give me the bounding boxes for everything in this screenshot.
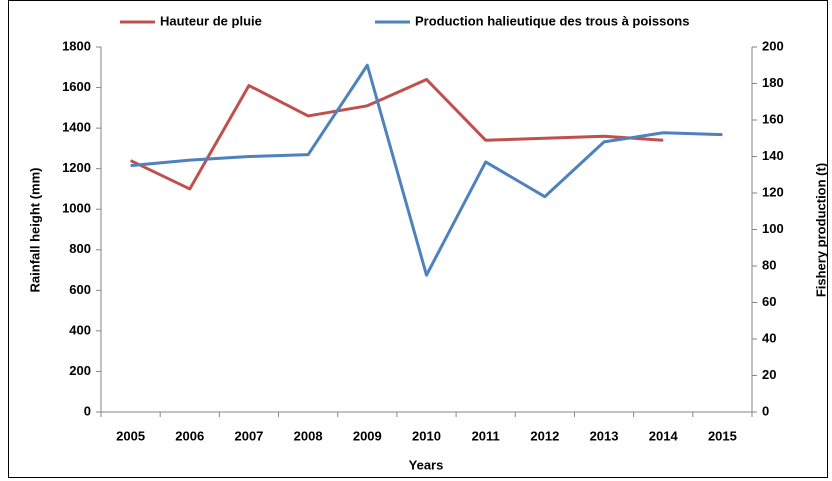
y2-tick-label: 120 <box>762 184 784 199</box>
y2-tick-label: 140 <box>762 148 784 163</box>
y2-tick-label: 180 <box>762 75 784 90</box>
x-tick-label: 2008 <box>294 428 323 443</box>
x-tick-label: 2007 <box>234 428 263 443</box>
y-tick-label: 0 <box>84 403 91 418</box>
y2-tick-label: 100 <box>762 221 784 236</box>
x-tick-label: 2012 <box>530 428 559 443</box>
x-tick-label: 2010 <box>412 428 441 443</box>
y-tick-label: 1600 <box>62 79 91 94</box>
legend-label: Production halieutique des trous à poiss… <box>415 13 689 28</box>
y2-tick-label: 160 <box>762 111 784 126</box>
x-tick-label: 2013 <box>590 428 619 443</box>
y2-axis-title: Fishery production (t) <box>813 163 828 297</box>
x-tick-label: 2015 <box>708 428 737 443</box>
x-axis-title: Years <box>409 457 444 472</box>
x-tick-label: 2006 <box>175 428 204 443</box>
y-tick-label: 1000 <box>62 201 91 216</box>
legend-label: Hauteur de pluie <box>160 13 262 28</box>
y2-tick-label: 200 <box>762 38 784 53</box>
y-tick-label: 600 <box>69 282 91 297</box>
y2-tick-label: 80 <box>762 257 776 272</box>
series-line <box>130 63 723 277</box>
y-tick-label: 800 <box>69 241 91 256</box>
y-tick-label: 400 <box>69 322 91 337</box>
y-tick-label: 1200 <box>62 160 91 175</box>
y2-tick-label: 0 <box>762 403 769 418</box>
frame <box>8 0 828 478</box>
x-tick-label: 2005 <box>116 428 145 443</box>
x-tick-label: 2009 <box>353 428 382 443</box>
y-axis-title: Rainfall height (mm) <box>27 168 42 293</box>
x-tick-label: 2011 <box>472 428 500 443</box>
y2-tick-label: 40 <box>762 330 776 345</box>
x-tick-label: 2014 <box>649 428 679 443</box>
y-tick-label: 200 <box>69 363 91 378</box>
y2-tick-label: 20 <box>762 367 776 382</box>
y2-tick-label: 60 <box>762 294 776 309</box>
y-tick-label: 1400 <box>62 120 91 135</box>
series-line <box>129 77 664 191</box>
y-tick-label: 1800 <box>62 38 91 53</box>
